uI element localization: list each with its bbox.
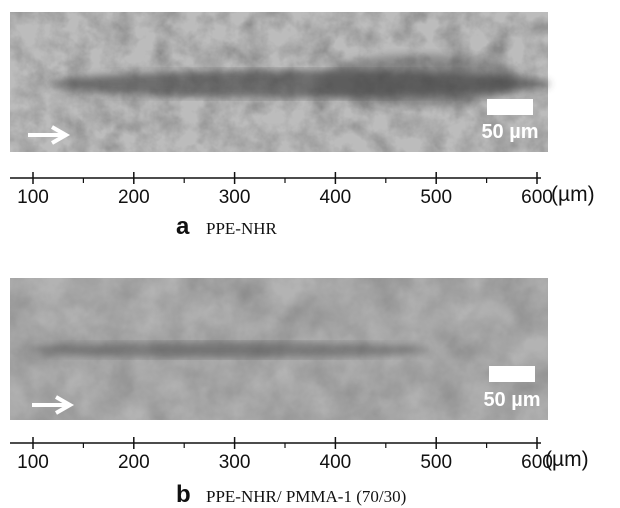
micrograph-b: [10, 278, 548, 420]
tick-label: 400: [320, 452, 352, 473]
tick-label: 300: [219, 452, 251, 473]
tick-label: 200: [118, 187, 150, 208]
panel-letter: a: [176, 213, 190, 240]
scale-bar-label: 50 µm: [481, 121, 538, 143]
figure: 50 µm100200300400500600(µm)aPPE-NHR50 µm…: [0, 0, 620, 508]
tick-label: 300: [219, 187, 251, 208]
micrograph-a: [10, 12, 550, 152]
tick-label: 400: [320, 187, 352, 208]
panel-caption: PPE-NHR: [206, 219, 278, 238]
panel-caption: PPE-NHR/ PMMA-1 (70/30): [206, 487, 406, 506]
panel-letter: b: [176, 481, 191, 508]
scale-bar-label: 50 µm: [483, 389, 540, 411]
tick-label: 500: [420, 187, 452, 208]
tick-label: 500: [420, 452, 452, 473]
axis-unit: (µm): [545, 448, 589, 471]
tick-label: 600: [521, 187, 553, 208]
tick-label: 100: [17, 452, 49, 473]
tick-label: 200: [118, 452, 150, 473]
axis-unit: (µm): [551, 183, 595, 206]
tick-label: 100: [17, 187, 49, 208]
